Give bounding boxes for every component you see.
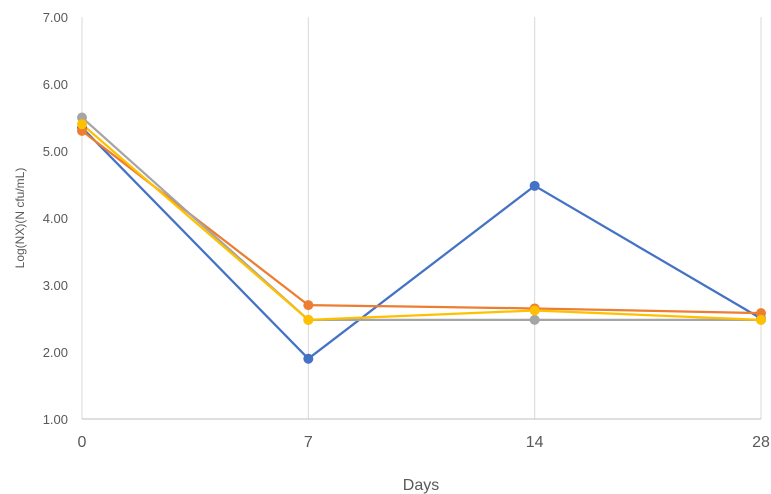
data-point-s2-7	[303, 300, 314, 311]
y-tick-label: 6.00	[43, 77, 68, 92]
x-tick-label: 28	[752, 434, 770, 451]
data-point-s4-7	[303, 314, 314, 325]
gridlines	[81, 17, 762, 419]
data-point-s1-14	[529, 180, 540, 191]
data-point-s4-14	[529, 305, 540, 316]
data-point-s4-28	[756, 314, 766, 325]
y-tick-label: 1.00	[43, 412, 68, 427]
series-line-3	[81, 116, 761, 321]
y-tick-label: 5.00	[43, 144, 68, 159]
x-tick-labels: 0 7 14 28	[78, 434, 770, 451]
y-tick-label: 2.00	[43, 345, 68, 360]
data-point-s1-7	[303, 353, 314, 364]
y-tick-label: 3.00	[43, 278, 68, 293]
y-tick-label: 7.00	[43, 10, 68, 25]
y-tick-labels: 1.00 2.00 3.00 4.00 5.00 6.00 7.00	[43, 10, 68, 427]
y-axis-title: Log(NX)(N cfu/mL)	[13, 168, 27, 269]
x-tick-label: 14	[526, 434, 544, 451]
x-tick-label: 7	[304, 434, 313, 451]
y-tick-label: 4.00	[43, 211, 68, 226]
series-group	[77, 112, 766, 364]
series-line-2	[81, 130, 762, 315]
data-point-s4-0	[77, 119, 87, 130]
x-axis-title: Days	[403, 477, 439, 494]
series-line-4	[81, 123, 762, 321]
data-point-s3-14	[529, 314, 540, 325]
x-tick-label: 0	[78, 434, 87, 451]
series-line-1	[81, 126, 762, 360]
